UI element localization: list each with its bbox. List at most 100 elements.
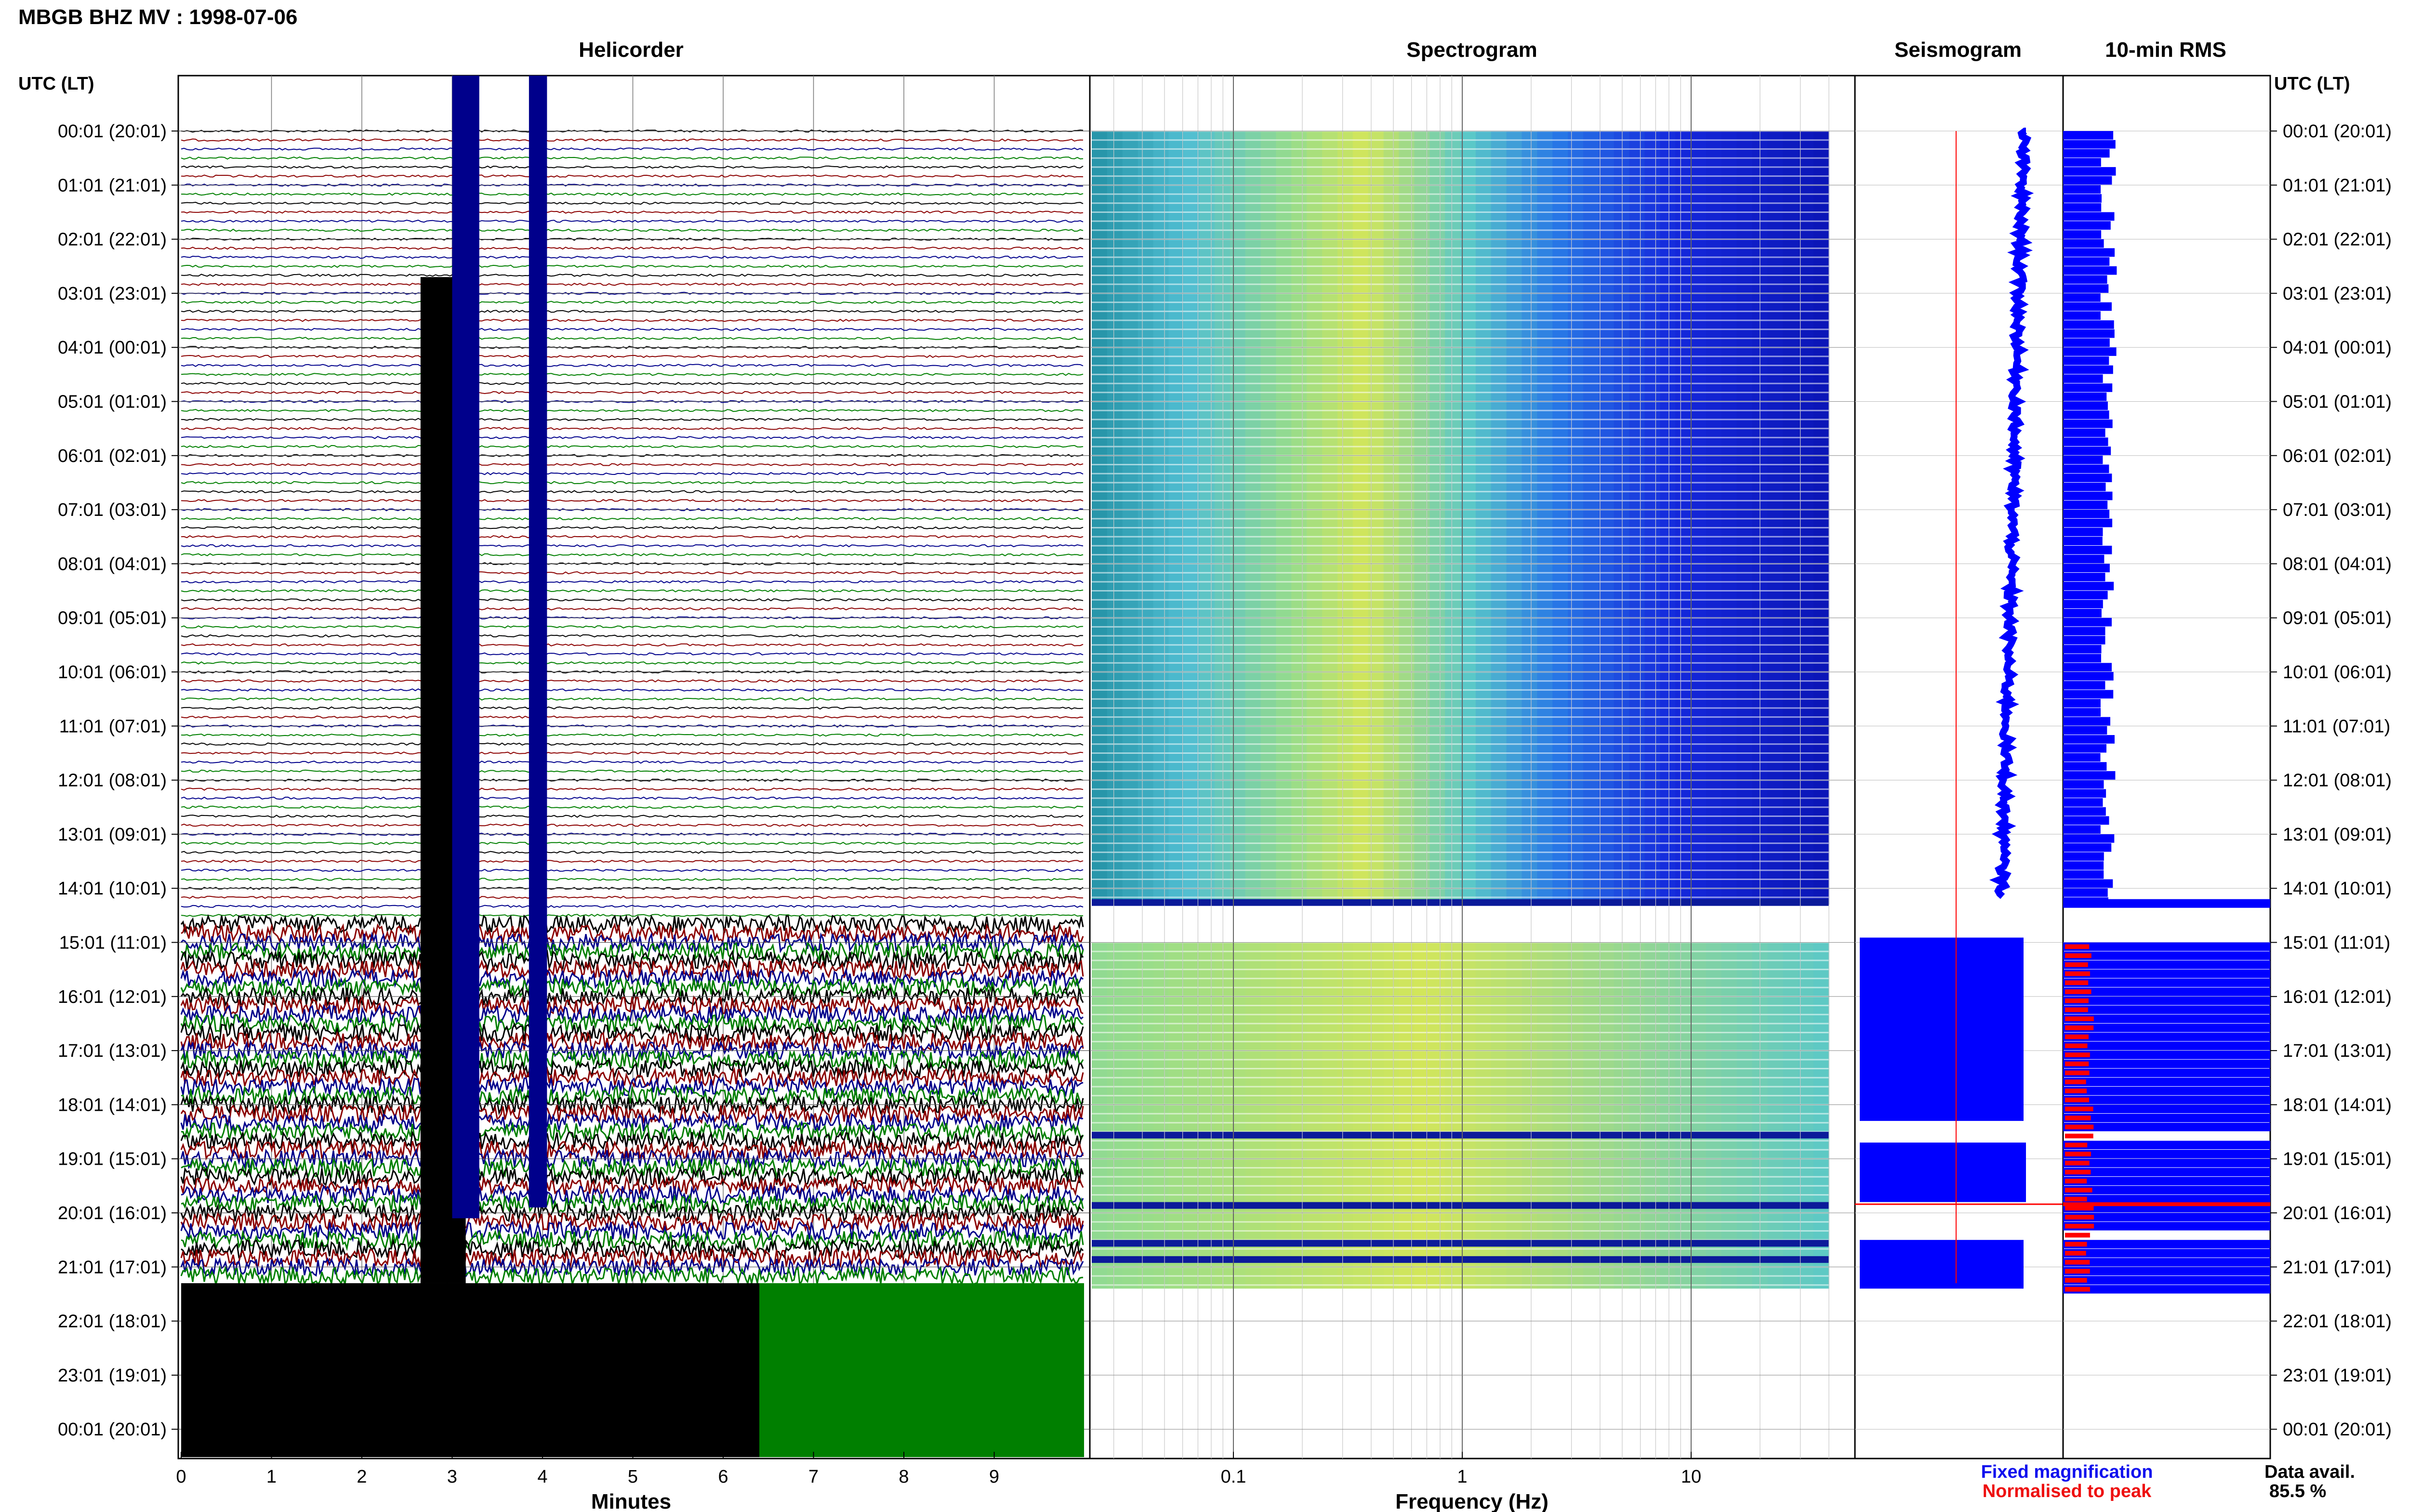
helicorder-trace	[181, 571, 1084, 575]
helicorder-trace	[181, 255, 1084, 259]
spectrogram-cell	[1199, 942, 1215, 1289]
left-time-label: 04:01 (00:01)	[58, 338, 167, 358]
helicorder-trace	[181, 481, 1084, 485]
helicorder-panel: 0 1 2 3 4 5 6 7 8 9	[176, 75, 1091, 1487]
rms-bar	[2063, 1168, 2270, 1177]
helicorder-trace	[181, 192, 1084, 196]
legend-normalised-to-peak: Normalised to peak	[1983, 1481, 2152, 1501]
helicorder-trace	[180, 994, 1084, 1016]
right-time-label: 07:01 (03:01)	[2283, 500, 2392, 520]
rms-bar	[2063, 1267, 2270, 1275]
helicorder-trace	[181, 788, 1084, 791]
helicorder-xtick-label: 3	[447, 1467, 457, 1487]
seismogram-saturated-block	[1860, 1240, 2024, 1289]
spectrogram-cell	[1506, 942, 1522, 1289]
right-time-label: 22:01 (18:01)	[2283, 1312, 2392, 1332]
helicorder-trace	[181, 309, 1084, 313]
right-time-label: 10:01 (06:01)	[2283, 662, 2392, 683]
helicorder-trace	[181, 364, 1084, 367]
rms-bar	[2063, 987, 2270, 996]
right-time-label: 18:01 (14:01)	[2283, 1095, 2392, 1115]
helicorder-saturated-block	[452, 76, 479, 1219]
rms-bar	[2063, 383, 2113, 392]
helicorder-trace	[181, 436, 1084, 439]
spectrogram-cell	[1475, 942, 1492, 1289]
spectrogram-cell	[1706, 131, 1722, 905]
helicorder-trace	[180, 967, 1084, 990]
rms-bar	[2063, 428, 2105, 437]
rms-bar	[2063, 1213, 2270, 1222]
rms-bar	[2063, 780, 2104, 789]
rms-bar	[2063, 816, 2109, 825]
rms-bar	[2063, 1177, 2270, 1185]
right-time-label: 08:01 (04:01)	[2283, 554, 2392, 574]
helicorder-trace	[181, 499, 1084, 502]
rms-bar-normalised	[2065, 1250, 2086, 1256]
spectrogram-cell	[1568, 942, 1584, 1289]
spectrogram-cell	[1537, 942, 1553, 1289]
rms-bar	[2063, 275, 2107, 284]
rms-bar-normalised	[2065, 1079, 2086, 1084]
helicorder-trace	[181, 1228, 1084, 1251]
rms-bar	[2063, 608, 2102, 618]
spectrogram-cell	[1337, 131, 1353, 905]
helicorder-trace	[181, 1120, 1084, 1142]
left-time-label: 08:01 (04:01)	[58, 554, 167, 574]
helicorder-trace	[181, 219, 1084, 223]
rms-bar	[2063, 176, 2112, 185]
rms-bar	[2063, 1086, 2270, 1095]
helicorder-trace	[180, 1210, 1084, 1233]
left-time-label: 21:01 (17:01)	[58, 1257, 167, 1277]
seismogram-panel	[1854, 75, 2064, 1459]
spectrogram-cell	[1522, 942, 1538, 1289]
helicorder-trace	[180, 1201, 1084, 1224]
rms-bar-normalised	[2065, 1151, 2091, 1157]
rms-bar	[2063, 699, 2101, 708]
spectrogram-cell	[1644, 131, 1661, 905]
rms-bar	[2063, 960, 2270, 969]
rms-bar	[2063, 1240, 2270, 1249]
spectrogram-cell	[1721, 131, 1737, 905]
rms-bar-normalised	[2065, 1160, 2090, 1166]
spectrogram-cell	[1307, 942, 1323, 1289]
spectrogram-cell	[1629, 942, 1645, 1289]
right-time-label: 06:01 (02:01)	[2283, 446, 2392, 466]
helicorder-trace	[181, 274, 1084, 277]
spectrogram-cell	[1583, 942, 1599, 1289]
rms-bar	[2063, 825, 2101, 834]
left-time-label: 06:01 (02:01)	[58, 446, 167, 466]
rms-bar	[2063, 401, 2108, 410]
helicorder-trace	[181, 517, 1084, 521]
rms-bar	[2063, 942, 2270, 951]
rms-bar	[2063, 1158, 2270, 1168]
spectrogram-cell	[1399, 942, 1415, 1289]
spectrogram-cell	[1736, 131, 1753, 905]
rms-bar	[2063, 1149, 2270, 1158]
rms-bar	[2063, 843, 2112, 852]
spectrogram-cell	[1352, 942, 1369, 1289]
right-time-label: 14:01 (10:01)	[2283, 879, 2392, 899]
spectrogram-cell	[1675, 942, 1691, 1289]
left-time-label: 16:01 (12:01)	[58, 987, 167, 1007]
rms-bar	[2063, 573, 2105, 581]
helicorder-trace	[181, 246, 1084, 250]
spectrogram-cell	[1092, 131, 1108, 905]
rms-panel	[2062, 75, 2271, 1459]
right-time-label: 00:01 (20:01)	[2283, 1420, 2392, 1440]
helicorder-trace	[181, 634, 1084, 638]
spectrogram-cell	[1414, 942, 1430, 1289]
helicorder-saturated-block	[529, 76, 547, 1208]
right-time-label: 16:01 (12:01)	[2283, 987, 2392, 1007]
helicorder-trace	[181, 841, 1084, 845]
helicorder-trace	[181, 228, 1084, 232]
helicorder-trace	[181, 535, 1084, 539]
rms-bar-normalised	[2065, 1223, 2094, 1229]
right-time-label: 20:01 (16:01)	[2283, 1203, 2392, 1223]
rms-bar-normalised	[2065, 1170, 2091, 1175]
left-time-label: 00:01 (20:01)	[58, 121, 167, 142]
right-time-label: 19:01 (15:01)	[2283, 1149, 2392, 1170]
rms-bar	[2063, 374, 2103, 383]
rms-bar-normalised	[2065, 1097, 2089, 1103]
spectrogram-xtick-label: 10	[1681, 1467, 1701, 1487]
rms-bar-normalised	[2065, 1061, 2089, 1066]
